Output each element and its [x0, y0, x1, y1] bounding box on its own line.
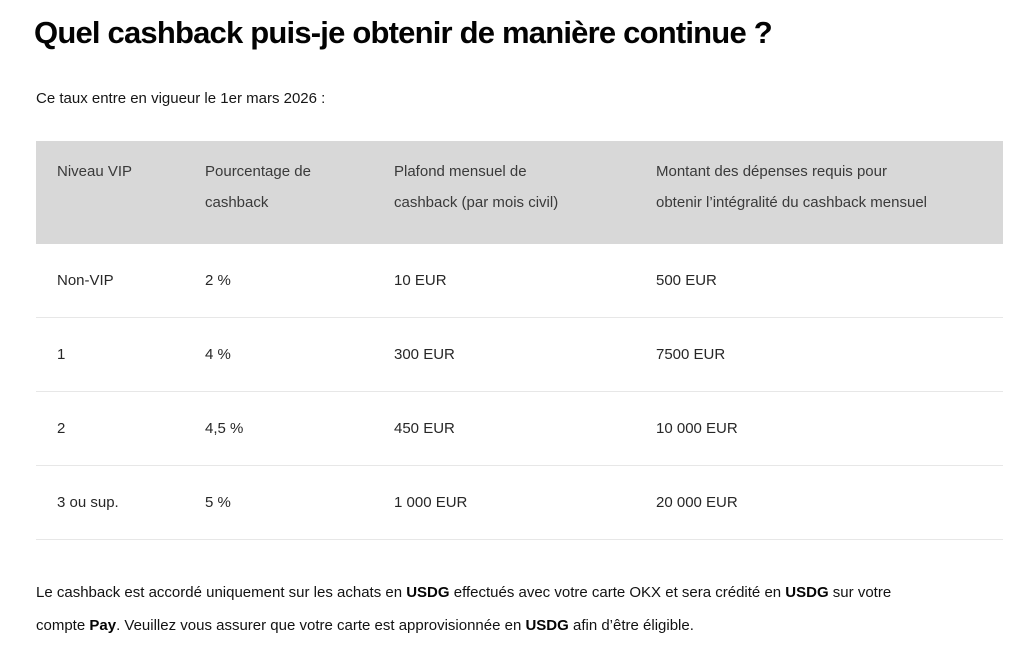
footer-text-segment: USDG — [406, 584, 450, 602]
footer-line: compte Pay. Veuillez vous assurer que vo… — [36, 609, 1003, 642]
footer-text-segment: Pay — [89, 617, 117, 635]
table-cell: 4,5 % — [184, 391, 373, 467]
footer-text-segment: sur votre — [828, 584, 892, 602]
footer-text-segment: compte — [36, 617, 90, 635]
table-row: Non-VIP 2 % 10 EUR 500 EUR — [36, 244, 1003, 319]
footer-text-segment: Le cashback est accordé uniquement sur l… — [36, 584, 407, 602]
intro-text: Ce taux entre en vigueur le 1er mars 202… — [36, 89, 326, 107]
table-cell: 3 ou sup. — [36, 465, 184, 541]
cashback-table: Niveau VIP Pourcentage de cashback Plafond … — [36, 141, 1003, 541]
column-header-4: Montant des dépenses requis pour obtenir … — [635, 141, 1003, 245]
table-cell: 10 EUR — [373, 244, 635, 319]
column-header-line: Montant des dépenses requis pour — [656, 163, 887, 181]
footer-text-segment: USDG — [525, 617, 569, 635]
column-header-line: cashback (par mois civil) — [394, 194, 559, 212]
footer-text-segment: effectués avec votre carte OKX et sera c… — [449, 584, 786, 602]
table-row: 2 4,5 % 450 EUR 10 000 EUR — [36, 391, 1003, 467]
column-header-2: Pourcentage de cashback — [184, 141, 373, 245]
table-cell: 7500 EUR — [635, 317, 1003, 393]
table-cell: 500 EUR — [635, 244, 1003, 319]
column-header-line: obtenir l’intégralité du cashback mensue… — [656, 194, 927, 212]
table-cell: 1 — [36, 317, 184, 393]
footer-text-segment: . Veuillez vous assurer que votre carte … — [116, 617, 526, 635]
footer-note: Le cashback est accordé uniquement sur l… — [36, 576, 1003, 642]
table-header-row: Niveau VIP Pourcentage de cashback Plafond … — [36, 141, 1003, 245]
table-cell: 2 — [36, 391, 184, 467]
table-cell: 300 EUR — [373, 317, 635, 393]
table-cell: Non-VIP — [36, 244, 184, 319]
table-cell: 1 000 EUR — [373, 465, 635, 541]
column-header-line: cashback — [205, 194, 269, 212]
article-content: Quel cashback puis-je obtenir de manière… — [34, 15, 1003, 642]
footer-line: Le cashback est accordé uniquement sur l… — [36, 576, 1003, 609]
column-header-line: Pourcentage de — [205, 163, 311, 181]
column-header-line: Plafond mensuel de — [394, 163, 527, 181]
table-cell: 10 000 EUR — [635, 391, 1003, 467]
table-body: Non-VIP 2 % 10 EUR 500 EUR 1 4 % 300 EUR 7500 E… — [36, 244, 1003, 541]
column-header-3: Plafond mensuel de cashback (par mois civ… — [373, 141, 635, 245]
table-cell: 4 % — [184, 317, 373, 393]
table-header: Niveau VIP Pourcentage de cashback Plafond … — [36, 141, 1003, 245]
footer-text-segment: afin d’être éligible. — [568, 617, 694, 635]
table-cell: 5 % — [184, 465, 373, 541]
table-cell: 450 EUR — [373, 391, 635, 467]
footer-text-segment: USDG — [785, 584, 829, 602]
column-header-line: Niveau VIP — [57, 163, 133, 181]
table-cell: 20 000 EUR — [635, 465, 1003, 541]
table-row: 3 ou sup. 5 % 1 000 EUR 20 000 EUR — [36, 465, 1003, 541]
column-header-1: Niveau VIP — [36, 141, 184, 245]
page-title: Quel cashback puis-je obtenir de manière… — [34, 15, 773, 50]
table-cell: 2 % — [184, 244, 373, 319]
